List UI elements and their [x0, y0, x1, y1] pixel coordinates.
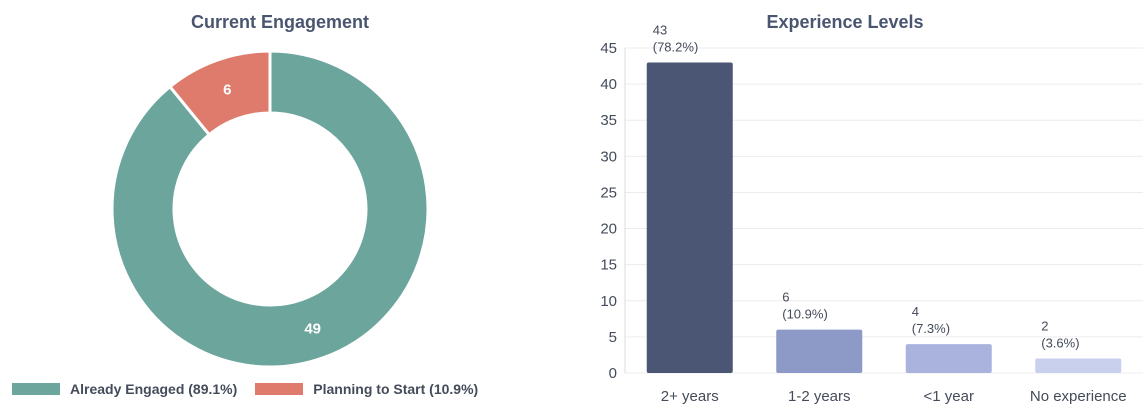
engagement-chart-title: Current Engagement [190, 12, 370, 32]
y-tick-label-40: 40 [600, 76, 617, 93]
x-tick-label-no-experience: No experience [1030, 388, 1127, 405]
bar-count-label-lt-1-year: 4 [912, 304, 919, 319]
bar-count-label-2-plus-years: 43 [653, 22, 667, 37]
legend-label-planning-to-start: Planning to Start (10.9%) [313, 381, 479, 397]
engagement-donut-chart: 49 6 [110, 49, 430, 369]
y-tick-label-15: 15 [600, 257, 617, 274]
experience-chart-panel: Experience Levels 0 5 10 15 20 25 30 35 40 45 43 (7… [585, 0, 1145, 406]
donut-slice-planning-to-start[interactable] [167, 49, 272, 137]
experience-chart-title: Experience Levels [766, 12, 924, 32]
y-tick-label-25: 25 [600, 184, 617, 201]
donut-value-label-already-engaged: 49 [304, 321, 321, 338]
bar-lt-1-year[interactable] [905, 344, 992, 373]
y-tick-label-10: 10 [600, 293, 617, 310]
x-tick-label-1-2-years: 1-2 years [788, 388, 851, 405]
bar-percent-label-2-plus-years: (78.2%) [653, 39, 699, 54]
legend-item-planning-to-start[interactable]: Planning to Start (10.9%) [255, 381, 478, 397]
experience-bar-chart: 0 5 10 15 20 25 30 35 40 45 43 (78.2%) 2+ years 6 (10.… [600, 22, 1143, 405]
bar-no-experience[interactable] [1035, 358, 1122, 373]
y-tick-label-20: 20 [600, 221, 617, 238]
engagement-chart-panel: Current Engagement 49 6 Already Engaged (… [0, 0, 560, 406]
bar-percent-label-1-2-years: (10.9%) [782, 307, 828, 322]
legend-item-already-engaged[interactable]: Already Engaged (89.1%) [12, 381, 237, 397]
y-tick-label-35: 35 [600, 112, 617, 129]
legend-swatch-planning-to-start [255, 383, 304, 395]
legend-label-already-engaged: Already Engaged (89.1%) [70, 381, 238, 397]
x-tick-label-lt-1-year: <1 year [924, 388, 974, 405]
bar-percent-label-no-experience: (3.6%) [1041, 336, 1079, 351]
donut-value-label-planning-to-start: 6 [223, 81, 231, 98]
legend-swatch-already-engaged [12, 383, 60, 395]
y-tick-label-30: 30 [600, 148, 617, 165]
donut-slice-already-engaged[interactable] [110, 49, 430, 369]
engagement-legend: Already Engaged (89.1%) Planning to Star… [12, 381, 496, 397]
y-tick-label-5: 5 [609, 329, 617, 346]
x-tick-label-2-plus-years: 2+ years [661, 388, 719, 405]
y-tick-label-45: 45 [600, 40, 617, 57]
bar-percent-label-lt-1-year: (7.3%) [912, 321, 950, 336]
bar-count-label-1-2-years: 6 [782, 290, 789, 305]
y-tick-label-0: 0 [609, 365, 617, 382]
bar-2-plus-years[interactable] [646, 62, 733, 373]
bar-1-2-years[interactable] [776, 329, 863, 373]
bar-count-label-no-experience: 2 [1041, 319, 1048, 334]
